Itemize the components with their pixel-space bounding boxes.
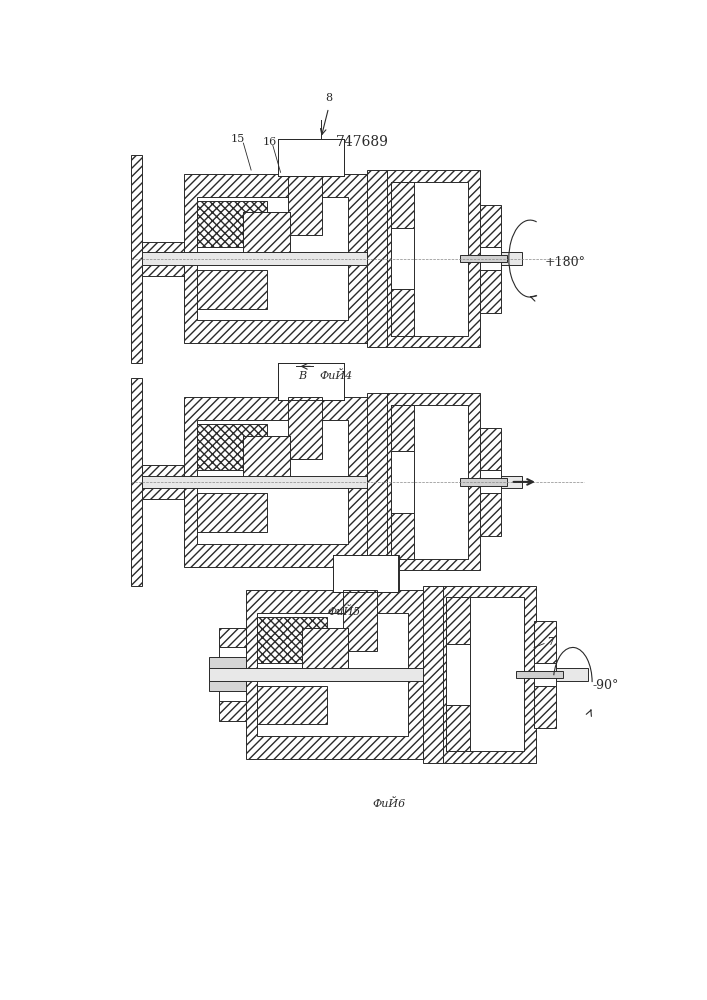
Bar [423,586,443,763]
Text: 8: 8 [325,93,332,103]
Bar [301,628,348,671]
Bar [185,174,370,343]
Bar [243,436,290,478]
Bar [480,247,501,270]
Bar [131,155,142,363]
Text: ФиЙ6: ФиЙ6 [373,798,406,809]
Bar [279,363,344,400]
Text: 15: 15 [230,134,245,144]
Bar [257,613,409,736]
Bar [534,620,556,663]
Bar [279,139,344,176]
Bar [516,671,563,678]
Bar [218,701,246,721]
Text: -90°: -90° [593,679,619,692]
Bar [480,470,501,493]
Bar [246,590,432,759]
Bar [391,182,414,228]
Bar [243,212,290,255]
Bar [480,205,501,247]
Bar [480,428,501,470]
Bar [298,174,313,235]
Text: B: B [298,371,306,381]
Bar [391,405,414,451]
Bar [446,597,524,751]
Bar [142,242,185,253]
Bar [446,705,469,751]
Bar [534,686,556,728]
Bar [197,197,348,320]
Bar [142,476,522,488]
Bar [257,617,327,663]
Bar [218,628,246,647]
Bar [243,212,290,255]
Bar [209,668,588,681]
Bar [391,405,468,559]
Bar [368,170,387,347]
Bar [460,255,507,262]
Bar [288,174,322,235]
Bar [142,487,185,499]
Bar [301,628,348,671]
Bar [480,493,501,536]
Bar [368,393,387,570]
Bar [142,264,185,276]
Text: 7: 7 [547,637,554,647]
Bar [391,289,414,336]
Bar [333,555,399,592]
Bar [197,493,267,532]
Bar [209,657,246,691]
Bar [534,663,556,686]
Bar [197,270,267,309]
Bar [218,636,246,713]
Bar [185,397,370,567]
Text: ФиЙ5: ФиЙ5 [327,606,361,617]
Bar [243,436,290,478]
Bar [460,478,507,486]
Bar [298,397,313,459]
Bar [197,201,267,247]
Text: ФиЙ4: ФиЙ4 [320,370,353,381]
Bar [391,451,414,513]
Bar [343,590,377,651]
Bar [446,644,469,705]
Bar [197,424,267,470]
Bar [391,513,414,559]
Text: +180°: +180° [544,256,585,269]
Bar [257,686,327,724]
Bar [391,228,414,289]
Bar [446,597,469,644]
Bar [480,270,501,312]
Bar [197,420,348,543]
Bar [142,465,185,477]
Bar [387,170,480,347]
Bar [391,182,468,336]
Bar [131,378,142,586]
Bar [352,590,368,651]
Bar [443,586,535,763]
Text: 16: 16 [262,137,277,147]
Text: 747689: 747689 [336,135,388,149]
Bar [288,397,322,459]
Bar [387,393,480,570]
Bar [142,252,522,265]
